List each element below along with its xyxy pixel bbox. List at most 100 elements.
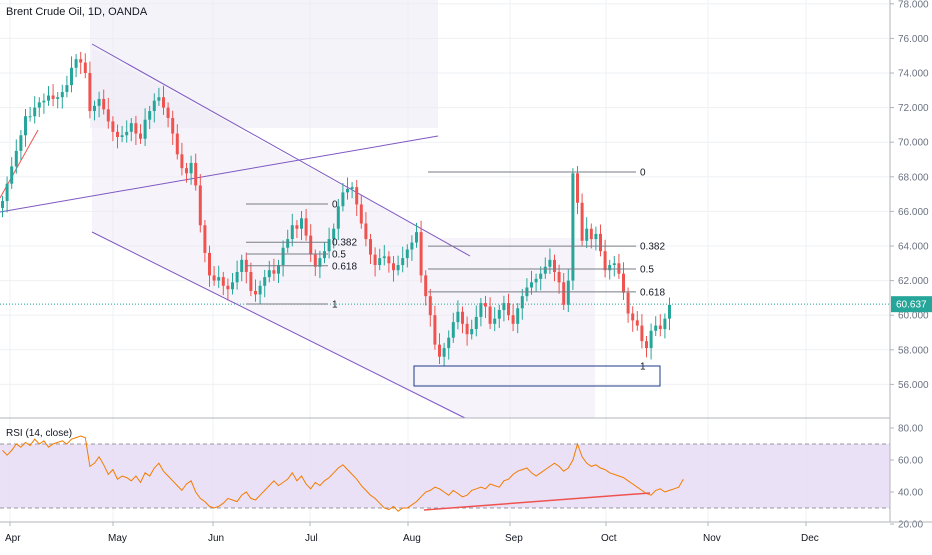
candle-body — [60, 92, 64, 98]
candle-body — [336, 206, 340, 229]
price-axis-label: 58.000 — [898, 345, 929, 356]
candle-body — [152, 100, 156, 112]
candle-body — [566, 280, 570, 305]
fib-right-level-label: 0.5 — [640, 265, 654, 276]
candle-body — [10, 166, 14, 184]
time-axis-label: May — [108, 533, 127, 544]
candle-body — [576, 173, 579, 203]
fib-right-level-label: 1 — [640, 362, 646, 373]
candle-body — [461, 311, 464, 324]
candle-body — [580, 202, 584, 241]
candle-body — [221, 277, 225, 286]
candle-body — [148, 111, 152, 120]
last-price-badge — [891, 296, 932, 313]
candle-body — [484, 303, 487, 307]
candle-body — [382, 256, 386, 259]
candle-body — [56, 97, 60, 99]
price-axis-label: 74.000 — [898, 69, 929, 80]
candle-body — [668, 304, 671, 319]
fib-left-level-label: 1 — [332, 300, 338, 311]
time-axis-label: Oct — [601, 533, 617, 544]
candle-body — [355, 187, 359, 205]
time-axis-label: Jul — [305, 533, 318, 544]
candle-body — [520, 296, 524, 309]
candle-body — [295, 225, 299, 229]
candle-body — [603, 251, 607, 271]
price-axis-label: 64.000 — [898, 242, 929, 253]
candle-body — [277, 265, 280, 274]
candle-body — [419, 232, 423, 276]
candle-body — [120, 135, 124, 138]
candle-body — [14, 150, 18, 167]
candle-body — [631, 313, 635, 321]
candle-body — [571, 173, 575, 281]
fib-right-level-label: 0 — [640, 168, 646, 179]
candle-body — [415, 232, 418, 243]
channel-upper-line — [91, 43, 471, 257]
fib-left-level-label: 0.618 — [332, 261, 357, 272]
candle-body — [286, 239, 290, 248]
candle-body — [300, 218, 303, 229]
candle-body — [622, 273, 625, 293]
candle-body — [438, 344, 441, 357]
candle-body — [470, 329, 474, 335]
candle-body — [254, 290, 257, 295]
candle-body — [309, 235, 313, 255]
candle-body — [511, 315, 515, 324]
candle-body — [539, 273, 543, 279]
candle-body — [589, 228, 593, 240]
candle-body — [19, 135, 23, 151]
candle-body — [364, 223, 368, 240]
price-axis-label: 66.000 — [898, 207, 929, 218]
candle-body — [240, 259, 244, 272]
rsi-axis-label: 20.00 — [898, 520, 923, 531]
candle-body — [162, 97, 165, 108]
price-axis-label: 70.000 — [898, 138, 929, 149]
time-axis-label: Dec — [801, 533, 819, 544]
candle-body — [313, 254, 317, 267]
rsi-axis-label: 60.00 — [898, 456, 923, 467]
candle-body — [290, 225, 294, 240]
candle-body — [465, 323, 469, 335]
candle-body — [548, 259, 552, 267]
candle-body — [318, 258, 322, 267]
candle-body — [474, 316, 478, 330]
candle-body — [79, 59, 83, 63]
candle-body — [189, 162, 193, 174]
candle-body — [323, 251, 326, 259]
candle-body — [479, 303, 483, 317]
candle-body — [401, 258, 405, 266]
price-axis-label: 56.000 — [898, 380, 929, 391]
candle-body — [263, 277, 267, 286]
candle-body — [157, 97, 161, 101]
candle-body — [350, 187, 354, 189]
candle-body — [327, 239, 331, 252]
candle-body — [281, 247, 285, 266]
candle-body — [553, 259, 556, 272]
rsi-legend-title: RSI (14, close) — [6, 428, 72, 439]
candle-body — [359, 204, 363, 224]
candle-body — [534, 278, 538, 283]
candle-body — [626, 292, 630, 314]
last-price-label: 60.637 — [896, 300, 927, 311]
candle-body — [424, 275, 428, 297]
time-axis-label: Aug — [403, 533, 421, 544]
candle-body — [106, 109, 110, 122]
candle-body — [272, 270, 276, 274]
fib-right-level-label: 0.618 — [640, 287, 665, 298]
price-axis-label: 62.000 — [898, 276, 929, 287]
fib-left-level-label: 0.382 — [332, 238, 357, 249]
time-axis-label: Sep — [505, 533, 523, 544]
time-axis-label: Nov — [703, 533, 721, 544]
candle-body — [175, 133, 179, 155]
candle-body — [663, 318, 667, 330]
candle-body — [24, 116, 27, 136]
fib-left-level-label: 0.5 — [332, 250, 346, 261]
candle-body — [203, 225, 207, 253]
candle-body — [65, 85, 69, 93]
candle-body — [502, 303, 506, 311]
candle-body — [654, 325, 658, 331]
candle-body — [125, 131, 129, 136]
